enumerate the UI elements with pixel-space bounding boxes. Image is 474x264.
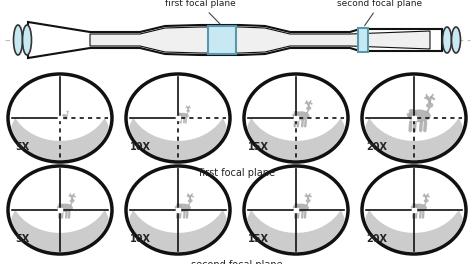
Ellipse shape [22, 25, 31, 55]
Ellipse shape [293, 203, 300, 210]
Text: 20X: 20X [366, 142, 387, 152]
Text: 15X: 15X [248, 234, 269, 244]
Ellipse shape [128, 187, 228, 264]
Ellipse shape [292, 204, 294, 206]
Polygon shape [306, 110, 310, 114]
Polygon shape [69, 202, 73, 206]
Ellipse shape [292, 111, 300, 118]
Ellipse shape [9, 167, 110, 253]
Ellipse shape [13, 25, 22, 55]
Ellipse shape [306, 106, 311, 110]
Text: 5X: 5X [16, 234, 30, 244]
Ellipse shape [411, 204, 427, 212]
Text: 10X: 10X [130, 142, 151, 152]
Ellipse shape [364, 75, 465, 161]
Ellipse shape [364, 187, 465, 264]
Ellipse shape [9, 95, 110, 181]
Ellipse shape [62, 114, 64, 116]
Ellipse shape [9, 75, 110, 161]
Ellipse shape [443, 27, 452, 53]
Ellipse shape [62, 114, 63, 115]
Ellipse shape [246, 148, 346, 233]
Ellipse shape [128, 55, 228, 141]
Ellipse shape [177, 113, 178, 115]
Ellipse shape [9, 55, 110, 141]
Polygon shape [423, 202, 427, 206]
Ellipse shape [177, 112, 182, 117]
Ellipse shape [186, 110, 190, 112]
Ellipse shape [452, 27, 461, 53]
Ellipse shape [246, 55, 346, 141]
Text: 20X: 20X [366, 234, 387, 244]
Ellipse shape [426, 103, 433, 108]
Ellipse shape [364, 167, 465, 253]
Ellipse shape [128, 148, 228, 233]
Ellipse shape [410, 204, 412, 206]
Ellipse shape [407, 109, 417, 119]
Polygon shape [305, 202, 309, 206]
Ellipse shape [364, 55, 465, 141]
Polygon shape [90, 27, 430, 53]
Text: second focal plane: second focal plane [337, 0, 422, 26]
Ellipse shape [408, 110, 431, 122]
Text: first focal plane: first focal plane [199, 168, 275, 178]
Ellipse shape [188, 199, 192, 202]
Ellipse shape [63, 114, 68, 117]
Ellipse shape [175, 204, 191, 212]
Ellipse shape [293, 204, 309, 212]
Text: 5X: 5X [16, 142, 30, 152]
Ellipse shape [57, 204, 73, 212]
Ellipse shape [306, 199, 310, 202]
Ellipse shape [128, 167, 228, 253]
Text: 15X: 15X [248, 142, 269, 152]
Ellipse shape [174, 204, 176, 206]
Ellipse shape [364, 95, 465, 181]
Polygon shape [426, 107, 431, 114]
Ellipse shape [406, 110, 409, 114]
Ellipse shape [424, 199, 428, 202]
Ellipse shape [128, 75, 228, 161]
Ellipse shape [411, 203, 418, 210]
Ellipse shape [246, 167, 346, 253]
FancyBboxPatch shape [358, 28, 368, 52]
Ellipse shape [67, 113, 69, 114]
Ellipse shape [9, 187, 110, 264]
Ellipse shape [178, 113, 189, 119]
Polygon shape [28, 22, 442, 58]
Text: second focal plane: second focal plane [191, 260, 283, 264]
Ellipse shape [246, 95, 346, 181]
Polygon shape [67, 114, 68, 115]
Ellipse shape [57, 203, 64, 210]
Text: first focal plane: first focal plane [164, 0, 236, 24]
Ellipse shape [9, 148, 110, 233]
Ellipse shape [364, 148, 465, 233]
Ellipse shape [56, 204, 59, 206]
Polygon shape [187, 202, 191, 206]
Ellipse shape [128, 95, 228, 181]
Ellipse shape [292, 111, 294, 114]
Ellipse shape [246, 187, 346, 264]
Ellipse shape [246, 75, 346, 161]
Polygon shape [186, 112, 189, 115]
Ellipse shape [293, 111, 310, 120]
FancyBboxPatch shape [208, 26, 236, 54]
Text: 10X: 10X [130, 234, 151, 244]
Ellipse shape [70, 199, 74, 202]
Ellipse shape [175, 203, 182, 210]
